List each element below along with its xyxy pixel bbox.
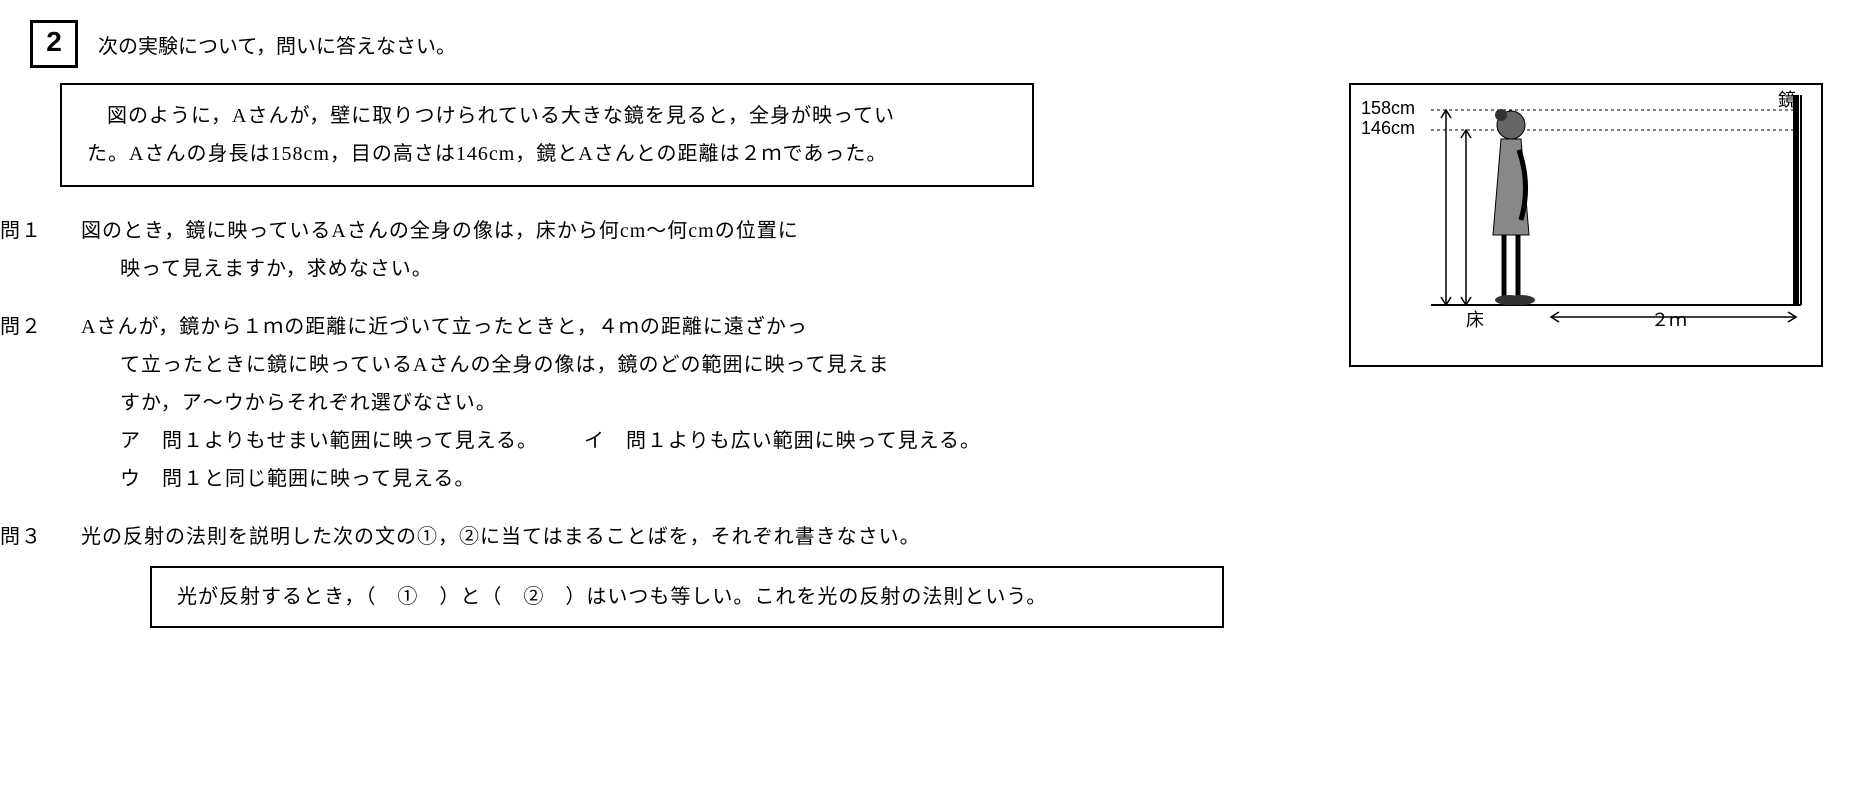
question-number-box: 2 [30, 20, 78, 68]
q1-text2: 映って見えますか，求めなさい。 [60, 250, 980, 288]
q2-choice-a: ア 問１よりもせまい範囲に映って見える。 [120, 422, 538, 460]
q3-text1: 光の反射の法則を説明した次の文の①，②に当てはまることばを，それぞれ書きなさい。 [60, 526, 921, 548]
q2-text3: すか，ア～ウからそれぞれ選びなさい。 [60, 384, 1040, 422]
header-row: 2 次の実験について，問いに答えなさい。 [30, 20, 1843, 68]
q3-law: 光が反射するとき，（ ① ）と（ ② ）はいつも等しい。これを光の反射の法則とい… [177, 586, 1047, 608]
person-icon [1493, 109, 1535, 305]
q2-text2: て立ったときに鏡に映っているAさんの全身の像は，鏡のどの範囲に映って見えま [60, 346, 1040, 384]
header-intro: 次の実験について，問いに答えなさい。 [98, 20, 456, 66]
figure-label-mirror: 鏡 [1778, 83, 1796, 117]
figure-label-146: 146cm [1361, 111, 1415, 145]
question-1: 問１ 図のとき，鏡に映っているAさんの全身の像は，床から何cm～何cmの位置に … [60, 212, 980, 288]
question-3: 問３ 光の反射の法則を説明した次の文の①，②に当てはまることばを，それぞれ書きな… [60, 518, 1360, 628]
q2-choice-i: イ 問１よりも広い範囲に映って見える。 [584, 422, 981, 460]
law-box: 光が反射するとき，（ ① ）と（ ② ）はいつも等しい。これを光の反射の法則とい… [150, 566, 1224, 628]
q2-choice-u: ウ 問１と同じ範囲に映って見える。 [120, 460, 475, 498]
content-area: 図のように，Aさんが，壁に取りつけられている大きな鏡を見ると，全身が映ってい た… [30, 83, 1843, 628]
passage-line2: た。Aさんの身長は158cm，目の高さは146cm，鏡とAさんとの距離は２ｍであ… [87, 143, 887, 165]
figure-label-floor: 床 [1466, 303, 1484, 337]
figure-box: 158cm 146cm 鏡 床 ２ｍ [1349, 83, 1823, 367]
passage-box: 図のように，Aさんが，壁に取りつけられている大きな鏡を見ると，全身が映ってい た… [60, 83, 1034, 187]
q2-text1: Aさんが，鏡から１ｍの距離に近づいて立ったときと，４ｍの距離に遠ざかっ [60, 316, 808, 338]
figure-svg [1361, 95, 1811, 335]
figure-label-distance: ２ｍ [1651, 303, 1687, 337]
question-2: 問２ Aさんが，鏡から１ｍの距離に近づいて立ったときと，４ｍの距離に遠ざかっ て… [60, 308, 1360, 498]
passage-line1: 図のように，Aさんが，壁に取りつけられている大きな鏡を見ると，全身が映ってい [107, 105, 895, 127]
q1-text1: 図のとき，鏡に映っているAさんの全身の像は，床から何cm～何cmの位置に [60, 220, 799, 242]
